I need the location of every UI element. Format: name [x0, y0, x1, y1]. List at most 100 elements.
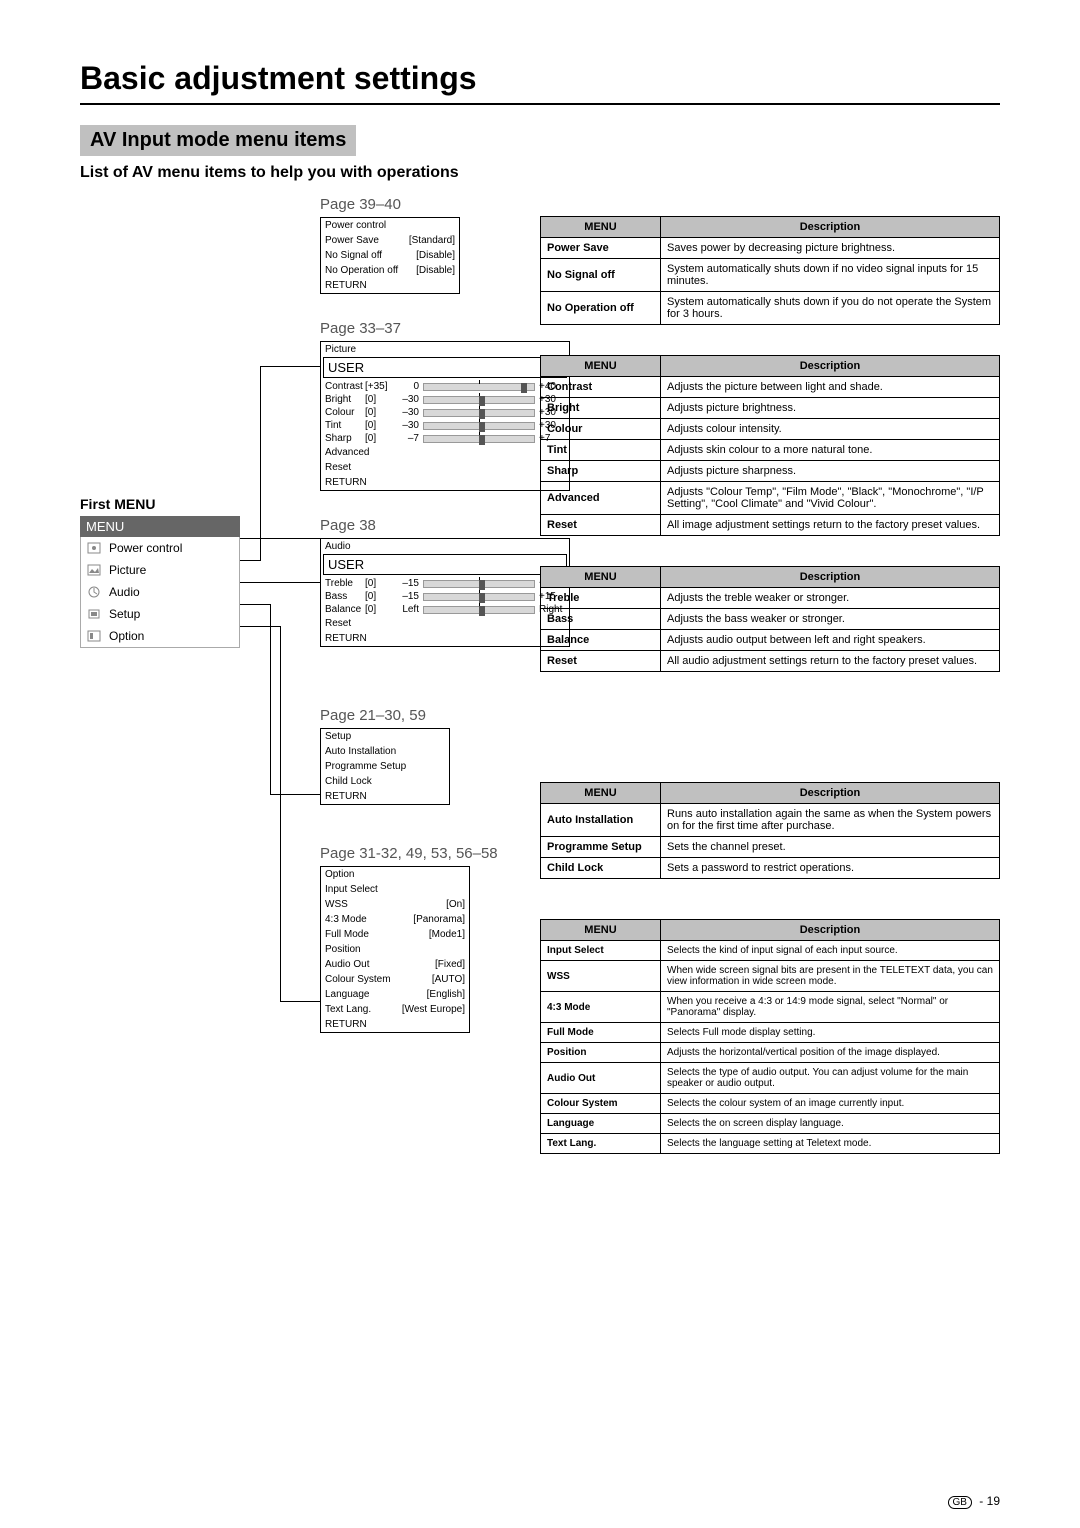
slider-label: Bass — [325, 591, 361, 602]
slider-track[interactable] — [423, 606, 535, 614]
th-menu: MENU — [541, 783, 661, 804]
desc-key: Position — [541, 1043, 661, 1063]
row-val: [Panorama] — [413, 914, 465, 925]
table-row: ResetAll image adjustment settings retur… — [541, 515, 1000, 536]
descriptions-column: MENUDescription Power SaveSaves power by… — [540, 216, 1000, 1184]
slider-row: Bass[0]–15+15 — [321, 590, 569, 603]
setup-section: Page 21–30, 59 Setup Auto Installation P… — [320, 707, 570, 805]
panel-row: Position — [321, 942, 469, 957]
desc-key: Child Lock — [541, 858, 661, 879]
table-row: TintAdjusts skin colour to a more natura… — [541, 440, 1000, 461]
slider-track[interactable] — [423, 409, 535, 417]
connector-line — [280, 626, 281, 1001]
table-row: Programme SetupSets the channel preset. — [541, 837, 1000, 858]
desc-val: Selects the on screen display language. — [661, 1114, 1000, 1134]
picture-panel: Picture USER Contrast[+35]0+40Bright[0]–… — [320, 341, 570, 491]
slider-thumb[interactable] — [479, 409, 485, 419]
desc-val: When you receive a 4:3 or 14:9 mode sign… — [661, 992, 1000, 1023]
slider-track[interactable] — [423, 396, 535, 404]
power-icon — [87, 542, 101, 554]
row-key: Programme Setup — [325, 761, 406, 772]
th-desc: Description — [661, 783, 1000, 804]
panel-title: Setup — [321, 729, 449, 744]
slider-track[interactable] — [423, 383, 535, 391]
row-key: Language — [325, 989, 370, 1000]
desc-val: Adjusts colour intensity. — [661, 419, 1000, 440]
slider-current: [+35] — [365, 381, 393, 392]
desc-key: No Signal off — [541, 259, 661, 292]
panel-row: RETURN — [321, 278, 459, 293]
slider-thumb[interactable] — [479, 422, 485, 432]
menu-item[interactable]: Power control — [81, 537, 239, 559]
menu-item-label: Power control — [109, 541, 182, 555]
desc-key: Colour System — [541, 1094, 661, 1114]
desc-val: Selects the language setting at Teletext… — [661, 1134, 1000, 1154]
desc-key: Reset — [541, 515, 661, 536]
table-row: BassAdjusts the bass weaker or stronger. — [541, 609, 1000, 630]
slider-min: –15 — [397, 591, 419, 602]
page-ref: Page 33–37 — [320, 320, 570, 337]
desc-key: 4:3 Mode — [541, 992, 661, 1023]
table-row: ColourAdjusts colour intensity. — [541, 419, 1000, 440]
menu-item[interactable]: Picture — [81, 559, 239, 581]
table-row: Input SelectSelects the kind of input si… — [541, 941, 1000, 961]
panel-row: WSS[On] — [321, 897, 469, 912]
page-ref: Page 38 — [320, 517, 570, 534]
desc-val: Adjusts the bass weaker or stronger. — [661, 609, 1000, 630]
power-desc-table: MENUDescription Power SaveSaves power by… — [540, 216, 1000, 325]
desc-val: Sets a password to restrict operations. — [661, 858, 1000, 879]
row-val: [Mode1] — [429, 929, 465, 940]
slider-thumb[interactable] — [479, 580, 485, 590]
row-val: [AUTO] — [432, 974, 465, 985]
picture-section: Page 33–37 Picture USER Contrast[+35]0+4… — [320, 320, 570, 491]
connector-line — [270, 794, 320, 795]
slider-label: Tint — [325, 420, 361, 431]
slider-label: Treble — [325, 578, 361, 589]
first-menu-block: First MENU MENU Power control Picture Au… — [80, 496, 240, 648]
menu-item[interactable]: Audio — [81, 581, 239, 603]
desc-key: Input Select — [541, 941, 661, 961]
slider-label: Bright — [325, 394, 361, 405]
desc-val: Selects the colour system of an image cu… — [661, 1094, 1000, 1114]
panel-title: Picture — [321, 342, 569, 357]
th-desc: Description — [661, 217, 1000, 238]
desc-val: Adjusts picture sharpness. — [661, 461, 1000, 482]
slider-current: [0] — [365, 433, 393, 444]
slider-track[interactable] — [423, 593, 535, 601]
table-row: No Operation offSystem automatically shu… — [541, 292, 1000, 325]
slider-thumb[interactable] — [479, 593, 485, 603]
menu-item[interactable]: Setup — [81, 603, 239, 625]
slider-min: Left — [397, 604, 419, 615]
slider-label: Sharp — [325, 433, 361, 444]
row-key: Text Lang. — [325, 1004, 371, 1015]
desc-key: Reset — [541, 651, 661, 672]
table-row: Child LockSets a password to restrict op… — [541, 858, 1000, 879]
row-key: Full Mode — [325, 929, 369, 940]
row-val: [Fixed] — [435, 959, 465, 970]
slider-track[interactable] — [423, 422, 535, 430]
panel-row: No Operation off[Disable] — [321, 263, 459, 278]
panel-row: Programme Setup — [321, 759, 449, 774]
table-row: Audio OutSelects the type of audio outpu… — [541, 1063, 1000, 1094]
page-footer: GB - 19 — [948, 1494, 1001, 1508]
slider-thumb[interactable] — [479, 435, 485, 445]
option-panel: Option Input SelectWSS[On]4:3 Mode[Panor… — [320, 866, 470, 1033]
subheading: List of AV menu items to help you with o… — [80, 164, 1000, 182]
desc-key: Balance — [541, 630, 661, 651]
row-key: Colour System — [325, 974, 391, 985]
slider-thumb[interactable] — [479, 396, 485, 406]
page-number: - 19 — [979, 1494, 1000, 1508]
connector-line — [240, 538, 241, 539]
slider-track[interactable] — [423, 435, 535, 443]
slider-row: Contrast[+35]0+40 — [321, 380, 569, 393]
slider-label: Balance — [325, 604, 361, 615]
desc-key: Text Lang. — [541, 1134, 661, 1154]
slider-thumb[interactable] — [479, 606, 485, 616]
slider-track[interactable] — [423, 580, 535, 588]
row-val: [On] — [446, 899, 465, 910]
table-row: Auto InstallationRuns auto installation … — [541, 804, 1000, 837]
slider-thumb[interactable] — [521, 383, 527, 393]
menu-item[interactable]: Option — [81, 625, 239, 647]
slider-current: [0] — [365, 420, 393, 431]
desc-val: Saves power by decreasing picture bright… — [661, 238, 1000, 259]
